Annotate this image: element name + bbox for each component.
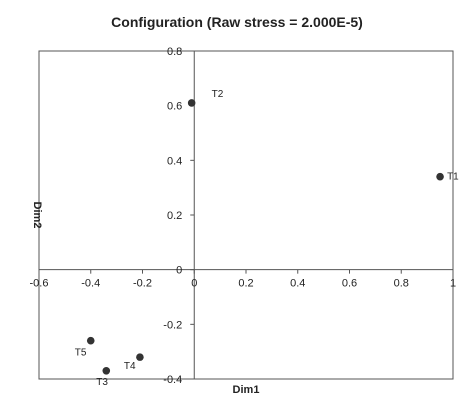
data-point [436,172,444,181]
y-tick-label: 0 [176,265,182,277]
y-tick-label: 0.4 [167,155,182,167]
y-tick-label: -0.2 [163,319,182,331]
data-point [136,353,144,361]
y-axis-label: Dim2 [31,202,43,229]
chart-title: Configuration (Raw stress = 2.000E-5) [111,14,363,30]
y-tick-label: 0.2 [167,210,182,222]
data-point-label: T2 [212,89,224,100]
y-tick-labels: -0.4 -0.2 0 0.2 0.4 0.6 0.8 [163,46,195,386]
y-tick-label: -0.4 [163,374,182,386]
x-tick-label: 0.2 [238,278,253,290]
x-tick-label: -0.2 [133,278,152,290]
y-tick-label: 0.6 [167,101,182,113]
x-axis-label: Dim1 [233,384,260,396]
x-tick-label: 1 [450,278,456,290]
plot-frame [38,50,454,380]
data-point-label: T5 [75,348,87,359]
x-tick-label: 0 [191,278,197,290]
data-point-label: T1 [447,172,459,183]
data-point [86,336,95,345]
x-tick-label: -0.4 [81,278,100,290]
data-point [187,99,196,107]
x-tick-labels: -0.6 -0.4 -0.2 0 0.2 0.4 0.6 0.8 1 [30,269,456,290]
x-tick-label: 0.4 [290,278,305,290]
data-point-labels: T1 T2 T3 T4 T5 [75,89,459,388]
x-tick-label: 0.6 [342,278,357,290]
y-tick-label: 0.8 [167,46,182,58]
data-points [86,99,444,375]
x-tick-label: -0.6 [30,278,49,290]
x-tick-label: 0.8 [394,278,409,290]
data-point [102,367,111,375]
data-point-label: T3 [96,377,108,388]
data-point-label: T4 [124,361,136,372]
